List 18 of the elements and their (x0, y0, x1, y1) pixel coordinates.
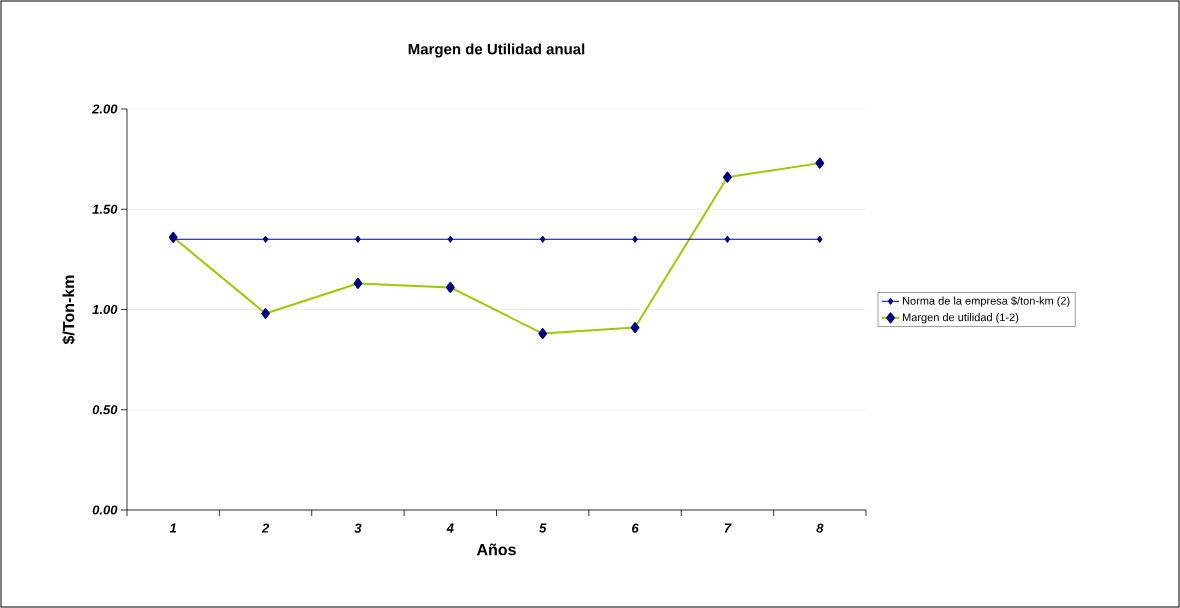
y-axis-title: $/Ton-km (62, 275, 76, 345)
y-tick-label: 1.50 (92, 204, 118, 214)
y-tick-label: 1.00 (92, 304, 118, 315)
x-tick-label: 3 (354, 523, 362, 533)
legend-label: Norma de la empresa $/ton-km (2) (903, 296, 1070, 307)
x-tick-label: 6 (632, 523, 639, 533)
x-tick-label: 5 (539, 523, 547, 533)
x-tick-label: 7 (724, 523, 732, 533)
legend-label: Margen de utilidad (1-2) (903, 313, 1019, 324)
chart-title: Margen de Utilidad anual (408, 43, 585, 58)
y-tick-label: 0.00 (92, 505, 118, 515)
y-tick-label: 2.00 (91, 104, 118, 114)
x-tick-label: 1 (169, 523, 177, 533)
x-tick-label: 2 (261, 523, 270, 533)
x-tick-label: 4 (446, 523, 454, 533)
y-tick-label: 0.50 (92, 405, 118, 415)
x-tick-label: 8 (816, 523, 824, 533)
x-axis-title: Años (476, 543, 516, 556)
